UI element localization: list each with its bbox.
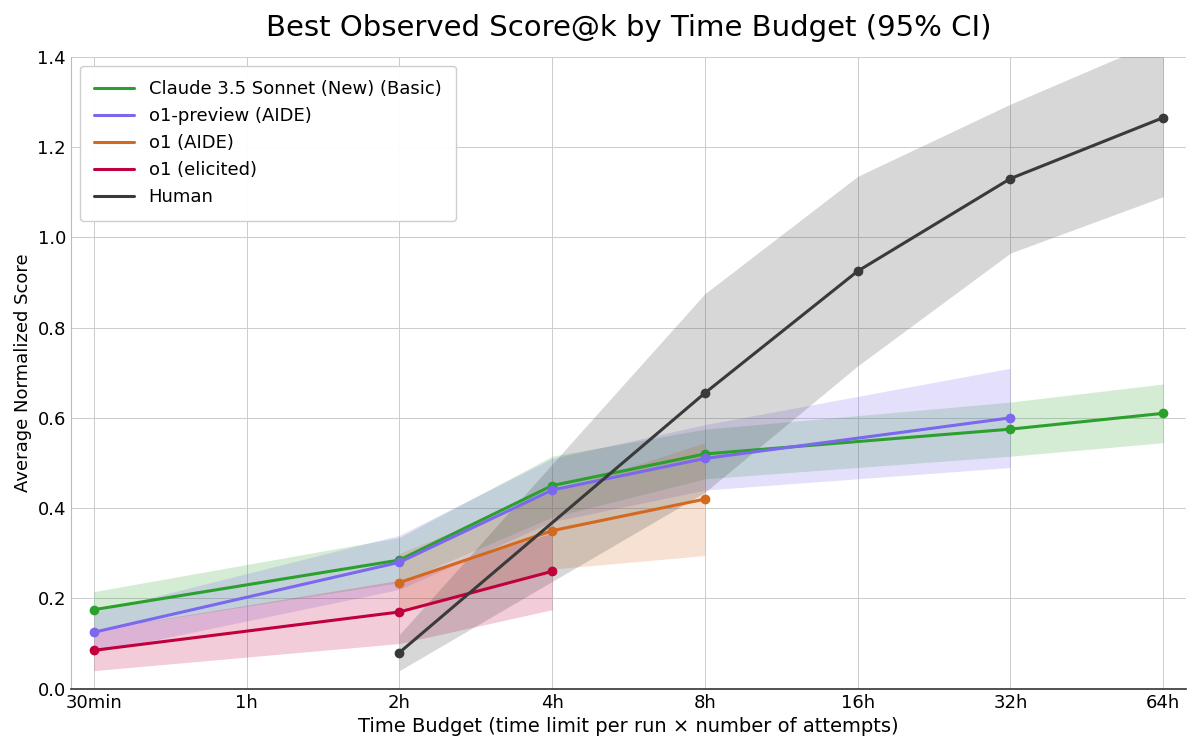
Line: o1 (AIDE): o1 (AIDE): [395, 495, 709, 586]
o1-preview (AIDE): [392, 558, 407, 567]
Legend: Claude 3.5 Sonnet (New) (Basic), o1-preview (AIDE), o1 (AIDE), o1 (elicited), Hu: Claude 3.5 Sonnet (New) (Basic), o1-prev…: [80, 66, 456, 220]
Claude 3.5 Sonnet (New) (Basic): [1156, 409, 1170, 418]
o1-preview (AIDE): [697, 454, 712, 463]
Claude 3.5 Sonnet (New) (Basic): [697, 449, 712, 458]
Line: Claude 3.5 Sonnet (New) (Basic): Claude 3.5 Sonnet (New) (Basic): [90, 410, 1168, 614]
Line: Human: Human: [395, 113, 1168, 657]
o1-preview (AIDE): [1003, 413, 1018, 422]
o1 (elicited): [392, 608, 407, 616]
o1 (AIDE): [697, 494, 712, 503]
Human: [851, 267, 865, 276]
Human: [697, 388, 712, 398]
Line: o1 (elicited): o1 (elicited): [90, 567, 557, 655]
X-axis label: Time Budget (time limit per run × number of attempts): Time Budget (time limit per run × number…: [359, 717, 899, 736]
Claude 3.5 Sonnet (New) (Basic): [1003, 424, 1018, 433]
o1 (AIDE): [545, 526, 559, 536]
o1 (AIDE): [392, 578, 407, 587]
Human: [392, 648, 407, 657]
Human: [1156, 113, 1170, 122]
Claude 3.5 Sonnet (New) (Basic): [86, 605, 101, 614]
o1 (elicited): [86, 646, 101, 655]
Line: o1-preview (AIDE): o1-preview (AIDE): [90, 414, 1014, 637]
Claude 3.5 Sonnet (New) (Basic): [392, 556, 407, 565]
o1-preview (AIDE): [545, 485, 559, 494]
o1-preview (AIDE): [86, 628, 101, 637]
o1 (elicited): [545, 567, 559, 576]
Title: Best Observed Score@k by Time Budget (95% CI): Best Observed Score@k by Time Budget (95…: [265, 14, 991, 42]
Claude 3.5 Sonnet (New) (Basic): [545, 481, 559, 490]
Y-axis label: Average Normalized Score: Average Normalized Score: [14, 254, 32, 492]
Human: [1003, 174, 1018, 183]
